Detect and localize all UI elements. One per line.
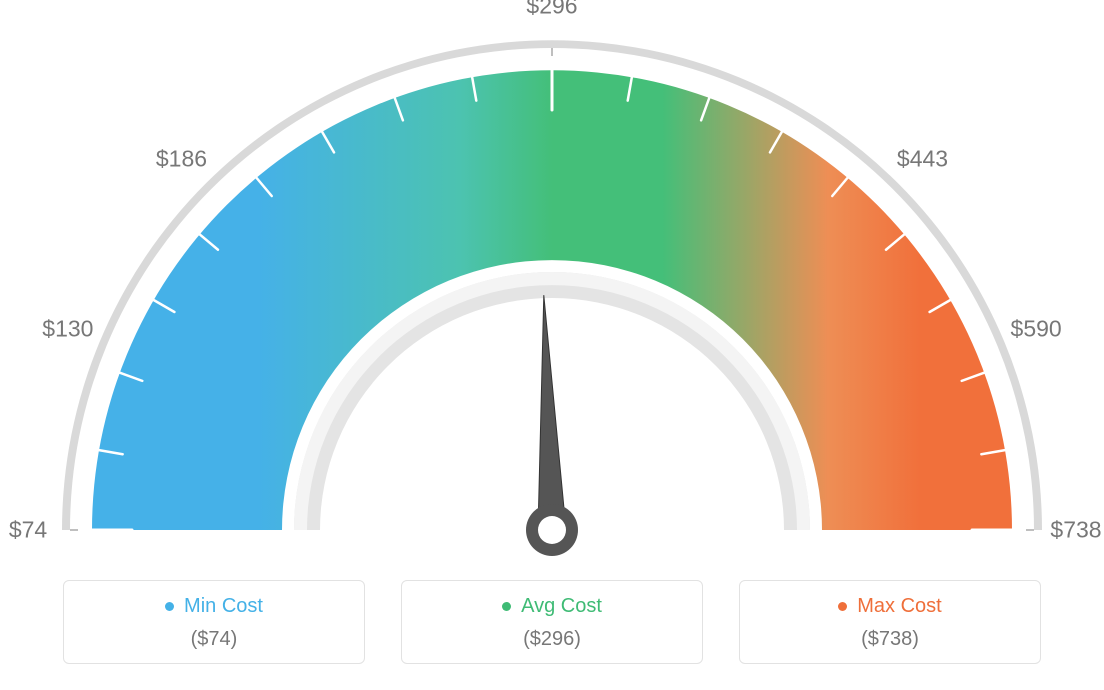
legend-dot-avg <box>502 602 511 611</box>
legend-row: Min Cost ($74) Avg Cost ($296) Max Cost … <box>0 580 1104 664</box>
legend-value-min: ($74) <box>64 628 364 651</box>
legend-card-avg: Avg Cost ($296) <box>401 580 703 664</box>
legend-card-max: Max Cost ($738) <box>739 580 1041 664</box>
gauge-tick-label: $296 <box>526 0 577 20</box>
gauge-tick-label: $186 <box>156 146 207 173</box>
legend-label-min: Min Cost <box>184 595 263 618</box>
legend-label-avg: Avg Cost <box>521 595 602 618</box>
gauge-chart: $74 $130 $186 $296 $443 $590 $738 <box>0 0 1104 560</box>
legend-dot-max <box>838 602 847 611</box>
gauge-tick-label: $130 <box>42 316 93 343</box>
gauge-tick-label: $443 <box>897 146 948 173</box>
legend-value-avg: ($296) <box>402 628 702 651</box>
gauge-svg <box>0 0 1104 560</box>
legend-dot-min <box>165 602 174 611</box>
legend-label-max: Max Cost <box>857 595 941 618</box>
gauge-tick-label: $738 <box>1050 517 1101 544</box>
legend-card-min: Min Cost ($74) <box>63 580 365 664</box>
gauge-tick-label: $590 <box>1011 316 1062 343</box>
legend-value-max: ($738) <box>740 628 1040 651</box>
gauge-tick-label: $74 <box>9 517 47 544</box>
